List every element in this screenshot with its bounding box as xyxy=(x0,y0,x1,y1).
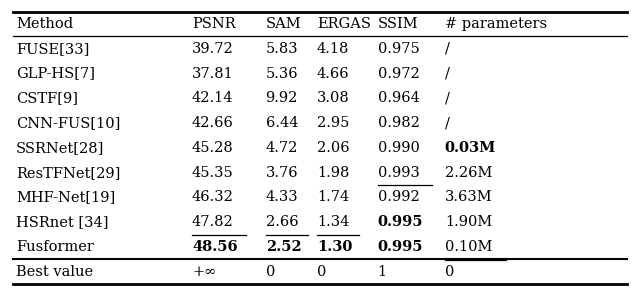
Text: 0.990: 0.990 xyxy=(378,141,419,155)
Text: 0: 0 xyxy=(266,265,275,279)
Text: 0.992: 0.992 xyxy=(378,191,419,204)
Text: SAM: SAM xyxy=(266,17,301,31)
Text: 42.14: 42.14 xyxy=(192,91,234,105)
Text: 45.35: 45.35 xyxy=(192,166,234,180)
Text: 0.964: 0.964 xyxy=(378,91,419,105)
Text: /: / xyxy=(445,91,450,105)
Text: 2.06: 2.06 xyxy=(317,141,349,155)
Text: 46.32: 46.32 xyxy=(192,191,234,204)
Text: 3.08: 3.08 xyxy=(317,91,349,105)
Text: Best value: Best value xyxy=(16,265,93,279)
Text: 42.66: 42.66 xyxy=(192,116,234,130)
Text: /: / xyxy=(445,66,450,81)
Text: 0.972: 0.972 xyxy=(378,66,419,81)
Text: CNN-FUS[10]: CNN-FUS[10] xyxy=(16,116,120,130)
Text: 0.993: 0.993 xyxy=(378,166,419,180)
Text: Method: Method xyxy=(16,17,73,31)
Text: 0: 0 xyxy=(317,265,326,279)
Text: 4.18: 4.18 xyxy=(317,42,349,56)
Text: ERGAS: ERGAS xyxy=(317,17,371,31)
Text: CSTF[9]: CSTF[9] xyxy=(16,91,78,105)
Text: 5.83: 5.83 xyxy=(266,42,298,56)
Text: 1.90M: 1.90M xyxy=(445,215,492,229)
Text: # parameters: # parameters xyxy=(445,17,547,31)
Text: 3.63M: 3.63M xyxy=(445,191,492,204)
Text: PSNR: PSNR xyxy=(192,17,236,31)
Text: SSIM: SSIM xyxy=(378,17,418,31)
Text: 2.66: 2.66 xyxy=(266,215,298,229)
Text: 0.975: 0.975 xyxy=(378,42,419,56)
Text: HSRnet [34]: HSRnet [34] xyxy=(16,215,109,229)
Text: SSRNet[28]: SSRNet[28] xyxy=(16,141,104,155)
Text: 4.66: 4.66 xyxy=(317,66,349,81)
Text: 0.10M: 0.10M xyxy=(445,240,492,254)
Text: /: / xyxy=(445,42,450,56)
Text: +∞: +∞ xyxy=(192,265,216,279)
Text: 0: 0 xyxy=(445,265,454,279)
Text: 37.81: 37.81 xyxy=(192,66,234,81)
Text: 0.995: 0.995 xyxy=(378,240,423,254)
Text: 3.76: 3.76 xyxy=(266,166,298,180)
Text: 4.72: 4.72 xyxy=(266,141,298,155)
Text: FUSE[33]: FUSE[33] xyxy=(16,42,90,56)
Text: MHF-Net[19]: MHF-Net[19] xyxy=(16,191,115,204)
Text: 5.36: 5.36 xyxy=(266,66,298,81)
Text: 39.72: 39.72 xyxy=(192,42,234,56)
Text: 9.92: 9.92 xyxy=(266,91,298,105)
Text: 6.44: 6.44 xyxy=(266,116,298,130)
Text: 48.56: 48.56 xyxy=(192,240,237,254)
Text: 47.82: 47.82 xyxy=(192,215,234,229)
Text: 2.26M: 2.26M xyxy=(445,166,492,180)
Text: 1.30: 1.30 xyxy=(317,240,352,254)
Text: Fusformer: Fusformer xyxy=(16,240,94,254)
Text: 0.03M: 0.03M xyxy=(445,141,496,155)
Text: 1.98: 1.98 xyxy=(317,166,349,180)
Text: 1.74: 1.74 xyxy=(317,191,349,204)
Text: 2.52: 2.52 xyxy=(266,240,301,254)
Text: 4.33: 4.33 xyxy=(266,191,298,204)
Text: 1.34: 1.34 xyxy=(317,215,349,229)
Text: GLP-HS[7]: GLP-HS[7] xyxy=(16,66,95,81)
Text: ResTFNet[29]: ResTFNet[29] xyxy=(16,166,120,180)
Text: 0.982: 0.982 xyxy=(378,116,419,130)
Text: 45.28: 45.28 xyxy=(192,141,234,155)
Text: /: / xyxy=(445,116,450,130)
Text: 2.95: 2.95 xyxy=(317,116,349,130)
Text: 0.995: 0.995 xyxy=(378,215,423,229)
Text: 1: 1 xyxy=(378,265,387,279)
